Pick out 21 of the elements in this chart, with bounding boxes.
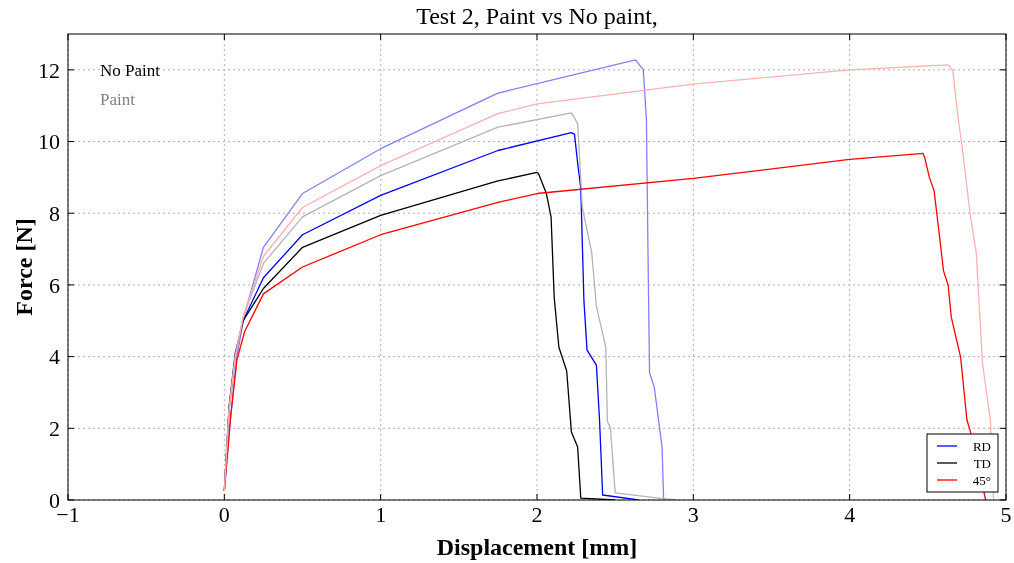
x-tick-label: 5 [1000, 502, 1012, 527]
y-tick-label: 6 [49, 272, 60, 298]
y-tick-label: 2 [49, 416, 60, 442]
y-axis-title: Force [N] [11, 218, 37, 316]
chart-title: Test 2, Paint vs No paint, [416, 3, 658, 29]
annotation: Paint [100, 90, 136, 109]
y-tick-label: 4 [49, 344, 60, 370]
y-tick-label: 8 [49, 200, 60, 226]
x-tick-label: 2 [531, 502, 543, 527]
annotation: No Paint [100, 61, 161, 80]
y-tick-label: 12 [38, 57, 60, 83]
x-tick-label: 1 [375, 502, 387, 527]
legend-label: 45° [972, 472, 991, 488]
x-axis-title: Displacement [mm] [436, 534, 638, 560]
x-tick-label: 3 [687, 502, 699, 527]
x-tick-label: 4 [844, 502, 856, 527]
line-series [223, 64, 995, 500]
legend-label: TD [973, 455, 991, 471]
x-tick-label: 0 [218, 502, 230, 527]
legend-label: RD [972, 438, 991, 454]
y-tick-label: 10 [38, 129, 60, 155]
